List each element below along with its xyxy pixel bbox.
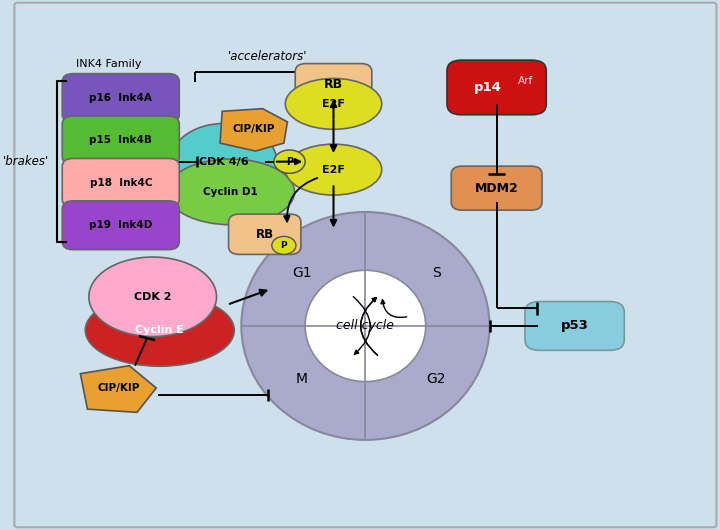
Text: p19  Ink4D: p19 Ink4D: [89, 220, 153, 230]
Ellipse shape: [171, 123, 276, 200]
Text: CIP/KIP: CIP/KIP: [233, 124, 275, 134]
Text: MDM2: MDM2: [474, 182, 518, 195]
Polygon shape: [220, 109, 287, 151]
Ellipse shape: [285, 144, 382, 195]
Text: Cyclin D1: Cyclin D1: [203, 187, 258, 197]
Ellipse shape: [305, 270, 426, 382]
Text: RB: RB: [256, 228, 274, 241]
Text: p16  Ink4A: p16 Ink4A: [89, 93, 152, 103]
Ellipse shape: [167, 159, 294, 225]
Text: CIP/KIP: CIP/KIP: [97, 384, 140, 393]
Text: 'accelerators': 'accelerators': [228, 49, 307, 63]
Text: RB: RB: [324, 78, 343, 91]
FancyBboxPatch shape: [295, 64, 372, 106]
Text: P: P: [281, 241, 287, 250]
Text: p15  Ink4B: p15 Ink4B: [89, 136, 152, 145]
FancyBboxPatch shape: [228, 214, 301, 254]
FancyBboxPatch shape: [447, 60, 546, 115]
Ellipse shape: [85, 294, 234, 366]
Text: G2: G2: [426, 372, 446, 386]
Ellipse shape: [89, 257, 217, 337]
Circle shape: [274, 150, 305, 173]
FancyBboxPatch shape: [525, 302, 624, 350]
Text: CDK 2: CDK 2: [134, 292, 171, 302]
Text: E2F: E2F: [322, 99, 345, 109]
Polygon shape: [81, 366, 156, 412]
Text: p14: p14: [474, 81, 501, 94]
FancyBboxPatch shape: [14, 3, 716, 527]
FancyBboxPatch shape: [451, 166, 542, 210]
Text: p53: p53: [561, 320, 588, 332]
Text: Cyclin E: Cyclin E: [135, 325, 184, 335]
Ellipse shape: [241, 212, 490, 440]
Text: CDK 4/6: CDK 4/6: [199, 157, 248, 166]
Text: E2F: E2F: [322, 165, 345, 174]
FancyBboxPatch shape: [62, 201, 179, 250]
Text: Arf: Arf: [518, 76, 533, 85]
Text: cell cycle: cell cycle: [336, 320, 395, 332]
Text: INK4 Family: INK4 Family: [76, 59, 141, 68]
Text: p18  Ink4C: p18 Ink4C: [89, 178, 152, 188]
Text: M: M: [296, 372, 307, 386]
FancyBboxPatch shape: [62, 74, 179, 122]
Ellipse shape: [285, 78, 382, 129]
Text: S: S: [432, 266, 441, 280]
Text: G1: G1: [292, 266, 312, 280]
FancyBboxPatch shape: [62, 116, 179, 165]
FancyBboxPatch shape: [62, 158, 179, 207]
Text: P: P: [286, 157, 293, 166]
Text: 'brakes': 'brakes': [4, 155, 50, 167]
Circle shape: [272, 236, 296, 254]
